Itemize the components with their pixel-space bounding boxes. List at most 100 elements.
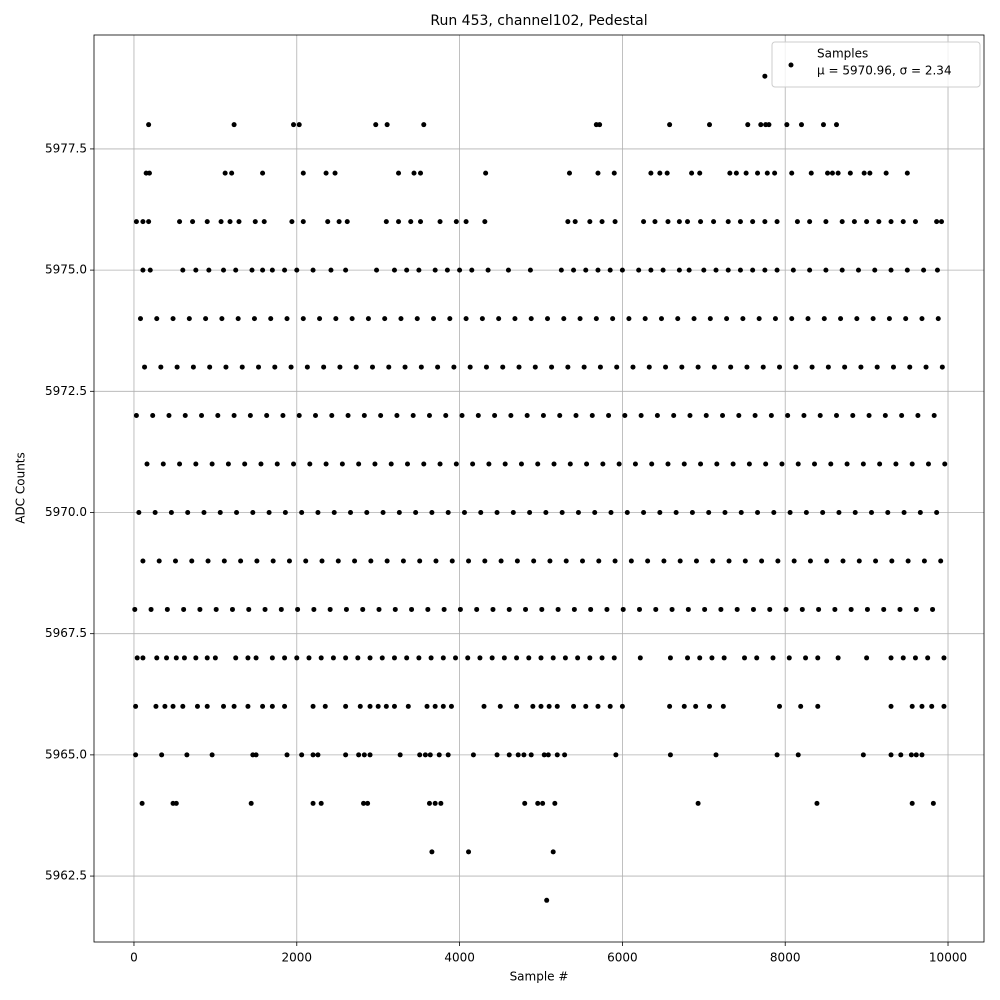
point [619,267,625,273]
legend: Samples μ = 5970.96, σ = 2.34 [771,41,981,88]
point [361,413,367,419]
point [311,606,317,612]
point [343,655,349,661]
point [658,316,664,322]
point [665,219,671,225]
point [750,219,756,225]
point [328,267,334,273]
point [685,606,691,612]
point [706,509,712,515]
point [303,558,309,564]
point [518,461,524,467]
point [527,267,533,273]
point [562,752,568,758]
point [538,703,544,709]
point [296,413,302,419]
point [657,509,663,515]
legend-text: Samples [817,47,868,61]
point [286,558,292,564]
point [510,509,516,515]
point [330,655,336,661]
point [703,413,709,419]
point [246,606,252,612]
point [181,655,187,661]
point [213,606,219,612]
point [386,364,392,370]
point [336,219,342,225]
y-tick-label: 5975.0 [45,263,87,277]
point [294,655,300,661]
point [146,219,152,225]
plot-frame [93,34,985,943]
point [939,219,945,225]
x-tick-label: 6000 [607,951,638,965]
point [695,800,701,806]
point [825,170,831,176]
point [181,606,187,612]
point [239,364,245,370]
point [733,170,739,176]
point [786,655,792,661]
point [660,267,666,273]
point [685,655,691,661]
point [620,606,626,612]
point [595,703,601,709]
point [348,509,354,515]
point [540,800,546,806]
point [421,461,427,467]
point [382,316,388,322]
point [310,800,316,806]
point [409,606,415,612]
point [524,413,530,419]
point [759,558,765,564]
point [501,655,507,661]
point [707,703,713,709]
point [470,752,476,758]
point [851,219,857,225]
point [784,122,790,128]
point [771,509,777,515]
point [299,509,305,515]
point [231,703,237,709]
point [738,509,744,515]
point [453,219,459,225]
point [380,509,386,515]
point [667,122,673,128]
point [182,413,188,419]
point [470,461,476,467]
point [687,413,693,419]
point [840,558,846,564]
point [718,606,724,612]
point [885,509,891,515]
point [177,461,183,467]
point [604,606,610,612]
point [251,316,257,322]
point [398,316,404,322]
point [410,413,416,419]
point [441,606,447,612]
point [766,122,772,128]
point [886,316,892,322]
point [707,316,713,322]
point [269,655,275,661]
point [199,413,205,419]
point [315,509,321,515]
point [912,219,918,225]
point [648,267,654,273]
point [140,219,146,225]
point [284,316,290,322]
point [353,364,359,370]
legend-text: μ = 5970.96, σ = 2.34 [817,64,952,78]
point [847,170,853,176]
point [384,558,390,564]
point [721,655,727,661]
point [392,606,398,612]
axes: 0 2000 4000 6000 8000 10000 5962.5 5965.0 5967.5… [45,141,967,964]
point [795,752,801,758]
point [575,655,581,661]
point [223,364,229,370]
point [592,509,598,515]
point [133,219,139,225]
point [630,364,636,370]
point [360,606,366,612]
